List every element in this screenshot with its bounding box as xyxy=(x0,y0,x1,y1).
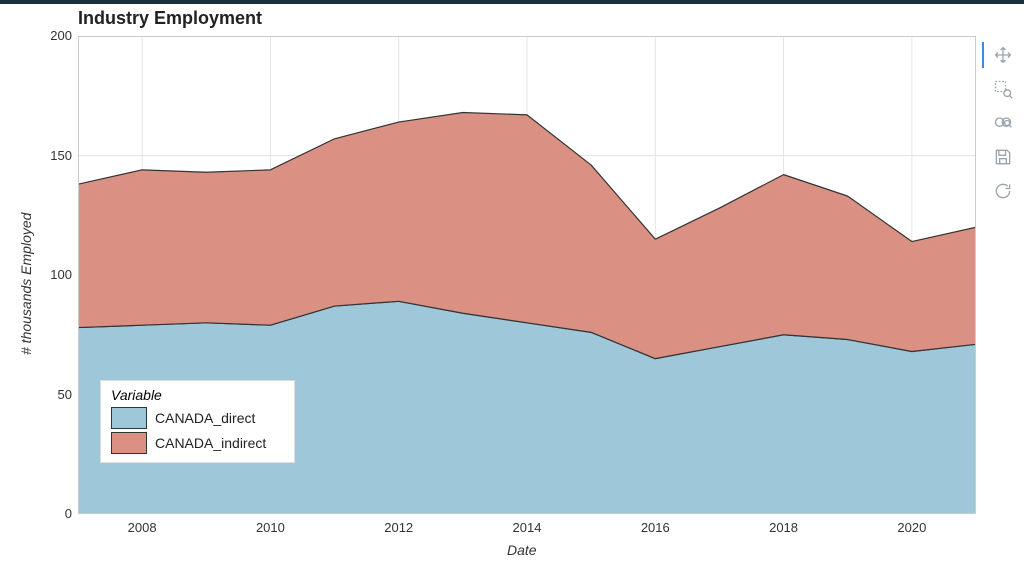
legend-swatch xyxy=(111,407,147,429)
box-zoom-icon xyxy=(993,79,1013,99)
y-tick-label: 0 xyxy=(22,506,72,521)
x-tick-label: 2010 xyxy=(235,520,305,535)
legend-label: CANADA_direct xyxy=(155,410,255,426)
x-tick-label: 2016 xyxy=(620,520,690,535)
y-tick-label: 150 xyxy=(22,148,72,163)
wheel-zoom-icon xyxy=(993,113,1013,133)
legend: Variable CANADA_direct CANADA_indirect xyxy=(100,380,295,463)
save-icon xyxy=(993,147,1013,167)
y-tick-label: 200 xyxy=(22,28,72,43)
legend-title: Variable xyxy=(111,387,284,403)
x-tick-label: 2014 xyxy=(492,520,562,535)
wheel-zoom-button[interactable] xyxy=(990,110,1016,136)
save-button[interactable] xyxy=(990,144,1016,170)
x-tick-label: 2018 xyxy=(749,520,819,535)
area-CANADA_indirect xyxy=(78,112,976,358)
legend-item-CANADA_indirect[interactable]: CANADA_indirect xyxy=(111,432,284,454)
chart-title: Industry Employment xyxy=(78,8,262,29)
reset-button[interactable] xyxy=(990,178,1016,204)
toolbar-active-indicator xyxy=(982,42,984,68)
reset-icon xyxy=(993,181,1013,201)
x-tick-label: 2020 xyxy=(877,520,947,535)
box-zoom-button[interactable] xyxy=(990,76,1016,102)
y-tick-label: 50 xyxy=(22,387,72,402)
pan-icon xyxy=(993,45,1013,65)
legend-item-CANADA_direct[interactable]: CANADA_direct xyxy=(111,407,284,429)
pan-button[interactable] xyxy=(990,42,1016,68)
top-bar xyxy=(0,0,1024,4)
chart-toolbar xyxy=(990,42,1016,204)
legend-swatch xyxy=(111,432,147,454)
x-axis-label: Date xyxy=(507,542,537,558)
x-tick-label: 2012 xyxy=(364,520,434,535)
y-axis-label: # thousands Employed xyxy=(18,213,34,355)
x-tick-label: 2008 xyxy=(107,520,177,535)
legend-label: CANADA_indirect xyxy=(155,435,266,451)
